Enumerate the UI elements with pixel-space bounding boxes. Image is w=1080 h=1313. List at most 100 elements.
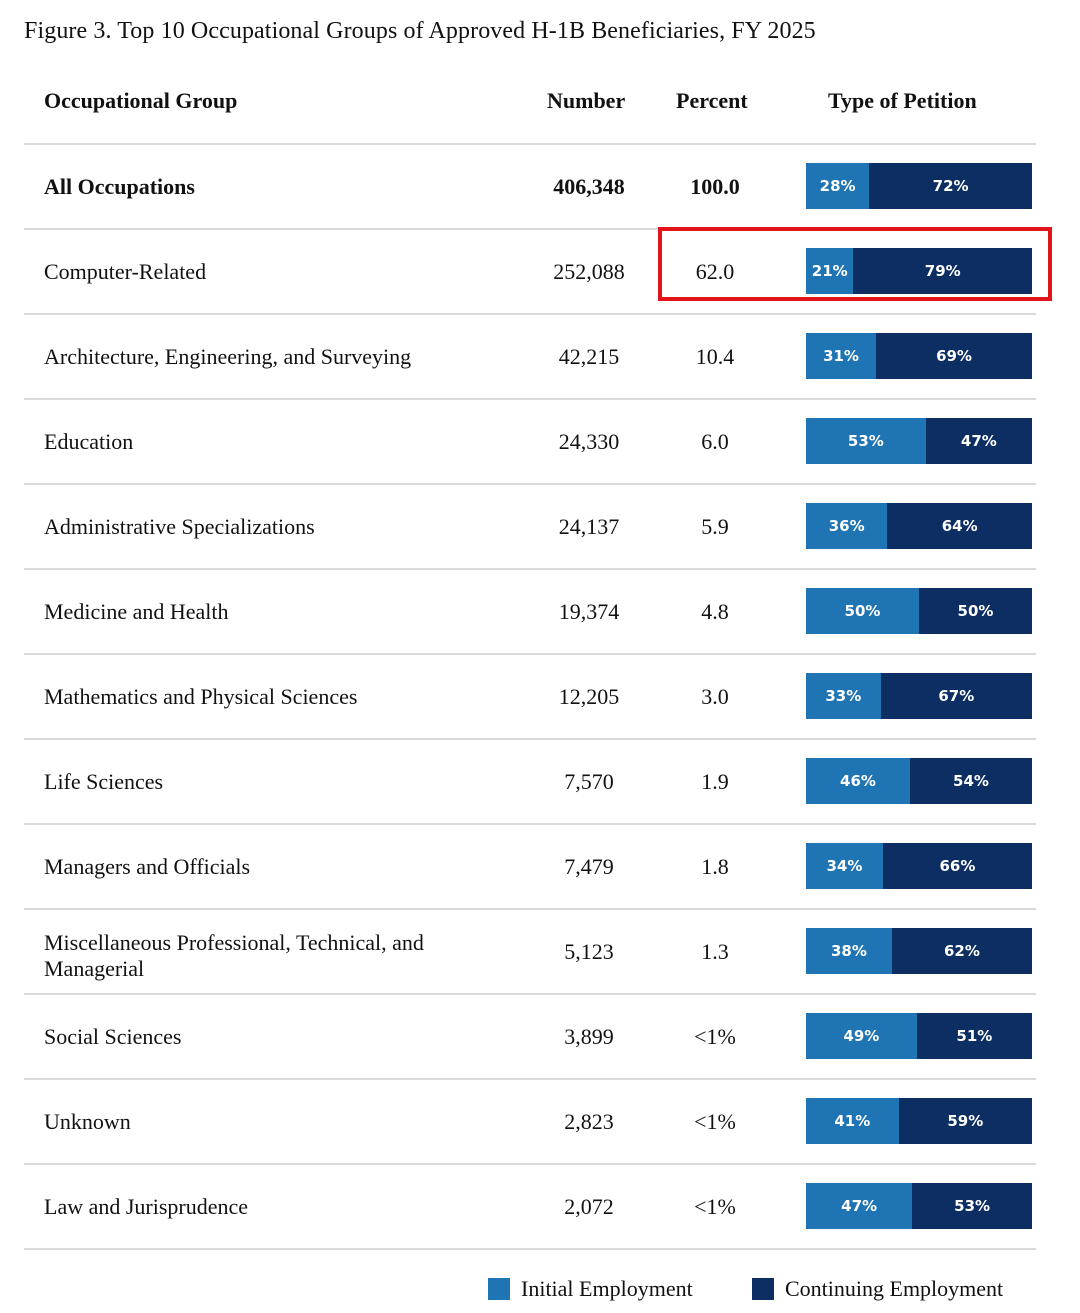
number-cell: 406,348 xyxy=(553,174,625,199)
initial-employment-segment: 36% xyxy=(806,503,888,549)
number-cell: 42,215 xyxy=(558,344,620,369)
continuing-employment-segment: 51% xyxy=(916,1013,1032,1059)
percent-cell: 100.0 xyxy=(690,174,740,199)
row-divider xyxy=(24,653,1036,655)
occupational-group-cell: Social Sciences xyxy=(44,1024,182,1049)
row-divider xyxy=(24,993,1036,995)
initial-employment-segment: 53% xyxy=(806,418,926,464)
occupational-group-cell: Computer-Related xyxy=(44,259,207,284)
petition-type-bar: 31% 69% xyxy=(806,333,1032,379)
continuing-employment-segment: 66% xyxy=(882,843,1032,889)
legend-initial: Initial Employment xyxy=(488,1276,693,1302)
occupational-group-cell: All Occupations xyxy=(44,174,195,199)
petition-type-bar: 36% 64% xyxy=(806,503,1032,549)
continuing-employment-segment: 64% xyxy=(887,503,1032,549)
legend-swatch-initial xyxy=(488,1278,510,1300)
initial-employment-segment: 46% xyxy=(806,758,910,804)
occupational-group-cell: Architecture, Engineering, and Surveying xyxy=(44,344,412,369)
number-cell: 252,088 xyxy=(553,259,625,284)
percent-cell: 62.0 xyxy=(695,259,735,284)
occupational-group-cell: Miscellaneous Professional, Technical, a… xyxy=(44,930,424,981)
petition-type-bar: 46% 54% xyxy=(806,758,1032,804)
column-header-group: Occupational Group xyxy=(44,88,238,113)
row-divider xyxy=(24,1163,1036,1165)
number-cell: 24,330 xyxy=(558,429,620,454)
initial-employment-segment: 47% xyxy=(806,1183,913,1229)
row-divider xyxy=(24,398,1036,400)
petition-type-bar: 50% 50% xyxy=(806,588,1032,634)
table-row: Medicine and Health 19,374 4.8 50% 50% xyxy=(0,570,1080,655)
number-cell: 7,479 xyxy=(564,854,614,879)
percent-cell: 1.8 xyxy=(701,854,729,879)
number-cell: 12,205 xyxy=(558,684,620,709)
number-cell: 19,374 xyxy=(558,599,620,624)
legend-swatch-continuing xyxy=(752,1278,774,1300)
table-row: Computer-Related 252,088 62.0 21% 79% xyxy=(0,230,1080,315)
percent-cell: <1% xyxy=(694,1024,736,1049)
legend-label-continuing: Continuing Employment xyxy=(785,1276,1004,1301)
percent-cell: <1% xyxy=(694,1194,736,1219)
initial-employment-segment: 31% xyxy=(806,333,877,379)
petition-type-bar: 28% 72% xyxy=(806,163,1032,209)
continuing-employment-segment: 59% xyxy=(898,1098,1032,1144)
row-divider xyxy=(24,1078,1036,1080)
row-divider xyxy=(24,483,1036,485)
initial-employment-segment: 34% xyxy=(806,843,883,889)
occupational-group-cell: Education xyxy=(44,429,134,454)
occupational-group-cell: Mathematics and Physical Sciences xyxy=(44,684,358,709)
column-header-petition-type: Type of Petition xyxy=(828,88,977,113)
row-divider xyxy=(24,738,1036,740)
table-row: Life Sciences 7,570 1.9 46% 54% xyxy=(0,740,1080,825)
number-cell: 7,570 xyxy=(564,769,614,794)
initial-employment-segment: 33% xyxy=(806,673,881,719)
continuing-employment-segment: 54% xyxy=(909,758,1032,804)
row-divider xyxy=(24,908,1036,910)
header-divider xyxy=(24,143,1036,145)
initial-employment-segment: 49% xyxy=(806,1013,917,1059)
percent-cell: 5.9 xyxy=(701,514,729,539)
number-cell: 5,123 xyxy=(564,939,614,964)
legend-label-initial: Initial Employment xyxy=(521,1276,693,1301)
continuing-employment-segment: 67% xyxy=(880,673,1032,719)
initial-employment-segment: 21% xyxy=(806,248,854,294)
percent-cell: 1.9 xyxy=(701,769,729,794)
petition-type-bar: 33% 67% xyxy=(806,673,1032,719)
continuing-employment-segment: 62% xyxy=(891,928,1032,974)
occupational-group-cell: Unknown xyxy=(44,1109,131,1134)
column-header-number: Number xyxy=(547,88,626,113)
petition-type-bar: 53% 47% xyxy=(806,418,1032,464)
occupational-group-cell: Managers and Officials xyxy=(44,854,251,879)
initial-employment-segment: 50% xyxy=(806,588,919,634)
table-row: Law and Jurisprudence 2,072 <1% 47% 53% xyxy=(0,1165,1080,1250)
number-cell: 2,072 xyxy=(564,1194,614,1219)
petition-type-bar: 38% 62% xyxy=(806,928,1032,974)
row-divider xyxy=(24,1248,1036,1250)
initial-employment-segment: 38% xyxy=(806,928,892,974)
table-row: Architecture, Engineering, and Surveying… xyxy=(0,315,1080,400)
number-cell: 24,137 xyxy=(558,514,620,539)
table-row: Mathematics and Physical Sciences 12,205 3… xyxy=(0,655,1080,740)
percent-cell: 1.3 xyxy=(701,939,729,964)
row-divider xyxy=(24,823,1036,825)
column-header-percent: Percent xyxy=(676,88,748,113)
occupational-group-cell: Life Sciences xyxy=(44,769,164,794)
number-cell: 3,899 xyxy=(564,1024,614,1049)
initial-employment-segment: 28% xyxy=(806,163,870,209)
table-row: Unknown 2,823 <1% 41% 59% xyxy=(0,1080,1080,1165)
petition-type-bar: 47% 53% xyxy=(806,1183,1032,1229)
highlight-box xyxy=(658,227,1052,301)
continuing-employment-segment: 50% xyxy=(919,588,1032,634)
legend-continuing: Continuing Employment xyxy=(752,1276,1003,1302)
continuing-employment-segment: 53% xyxy=(912,1183,1032,1229)
percent-cell: 4.8 xyxy=(701,599,729,624)
continuing-employment-segment: 47% xyxy=(925,418,1032,464)
row-divider xyxy=(24,313,1036,315)
occupational-group-cell: Administrative Specializations xyxy=(44,514,315,539)
table-row: Administrative Specializations 24,137 5.9 3… xyxy=(0,485,1080,570)
continuing-employment-segment: 69% xyxy=(876,333,1032,379)
petition-type-bar: 41% 59% xyxy=(806,1098,1032,1144)
petition-type-bar: 34% 66% xyxy=(806,843,1032,889)
occupational-group-cell: Law and Jurisprudence xyxy=(44,1194,249,1219)
chart-title: Figure 3. Top 10 Occupational Groups of … xyxy=(24,18,816,44)
table-row: All Occupations 406,348 100.0 28% 72% xyxy=(0,145,1080,230)
